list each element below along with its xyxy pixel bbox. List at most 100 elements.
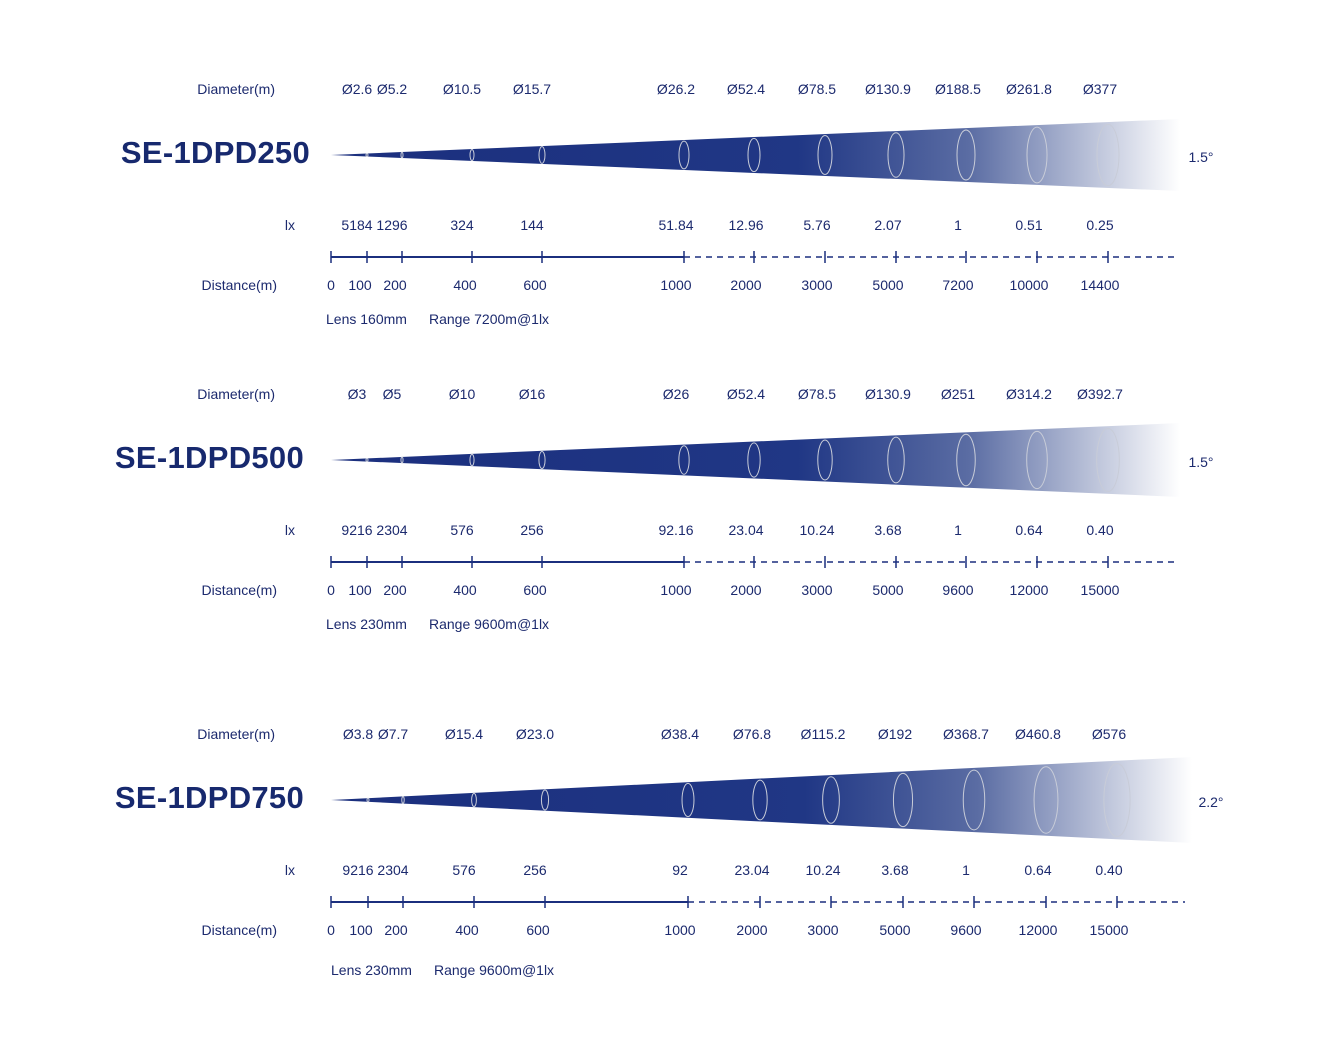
distance-value: 100 bbox=[349, 922, 373, 938]
lux-value: 0.40 bbox=[1086, 522, 1114, 538]
diameter-value: Ø460.8 bbox=[1015, 726, 1061, 742]
distance-value: 100 bbox=[348, 277, 372, 293]
diameter-value: Ø392.7 bbox=[1077, 386, 1123, 402]
diameter-label: Diameter(m) bbox=[197, 386, 275, 402]
distance-value: 9600 bbox=[942, 582, 974, 598]
distance-value: 2000 bbox=[730, 582, 762, 598]
beam-ring bbox=[887, 132, 905, 178]
diameter-value: Ø10 bbox=[448, 386, 476, 402]
distance-label: Distance(m) bbox=[201, 922, 277, 938]
beam-ring bbox=[1026, 126, 1048, 184]
beam-ring bbox=[1033, 766, 1059, 834]
distance-value: 1000 bbox=[664, 922, 696, 938]
diameter-value: Ø15.4 bbox=[444, 726, 484, 742]
beam-ring bbox=[1026, 430, 1048, 490]
lux-value: 12.96 bbox=[728, 217, 764, 233]
lux-value: 2.07 bbox=[874, 217, 902, 233]
lux-value: 1 bbox=[954, 217, 962, 233]
beam-ring bbox=[678, 445, 690, 475]
distance-value: 400 bbox=[453, 582, 477, 598]
distance-value: 2000 bbox=[736, 922, 768, 938]
diameter-value: Ø26.2 bbox=[656, 81, 696, 97]
distance-value: 7200 bbox=[942, 277, 974, 293]
lux-value: 256 bbox=[520, 522, 544, 538]
distance-value: 12000 bbox=[1009, 582, 1049, 598]
beam-ring bbox=[747, 137, 761, 173]
diameter-value: Ø38.4 bbox=[660, 726, 700, 742]
lux-value: 0.25 bbox=[1086, 217, 1114, 233]
beam-ring bbox=[892, 772, 914, 828]
distance-label: Distance(m) bbox=[201, 582, 277, 598]
lux-value: 1 bbox=[954, 522, 962, 538]
beam-ring bbox=[817, 439, 833, 481]
model-title: SE-1DPD250 bbox=[120, 135, 310, 170]
beam-ring bbox=[678, 140, 690, 170]
distance-value: 0 bbox=[327, 922, 335, 938]
beam-ring bbox=[817, 135, 833, 175]
lux-value: 576 bbox=[452, 862, 476, 878]
beam-ring bbox=[747, 442, 761, 478]
diameter-value: Ø16 bbox=[518, 386, 546, 402]
diameter-value: Ø78.5 bbox=[797, 81, 837, 97]
diameter-value: Ø5 bbox=[382, 386, 402, 402]
distance-value: 600 bbox=[526, 922, 550, 938]
distance-value: 3000 bbox=[801, 277, 833, 293]
diameter-label: Diameter(m) bbox=[197, 726, 275, 742]
beam-ring bbox=[752, 779, 768, 821]
distance-label: Distance(m) bbox=[201, 277, 277, 293]
beam-ring bbox=[887, 436, 905, 484]
distance-value: 15000 bbox=[1089, 922, 1129, 938]
lux-value: 10.24 bbox=[805, 862, 841, 878]
beam-ring bbox=[956, 129, 976, 181]
diameter-value: Ø188.5 bbox=[935, 81, 981, 97]
diameter-value: Ø251 bbox=[940, 386, 976, 402]
diameter-value: Ø368.7 bbox=[943, 726, 989, 742]
lux-value: 23.04 bbox=[734, 862, 770, 878]
distance-value: 1000 bbox=[660, 582, 692, 598]
lux-value: 0.64 bbox=[1024, 862, 1052, 878]
lux-value: 0.51 bbox=[1015, 217, 1043, 233]
lux-label: lx bbox=[284, 522, 295, 538]
lux-value: 9216 bbox=[341, 522, 373, 538]
distance-value: 10000 bbox=[1009, 277, 1049, 293]
diameter-value: Ø192 bbox=[877, 726, 913, 742]
lux-value: 144 bbox=[520, 217, 544, 233]
beam-ring bbox=[471, 792, 477, 808]
beam-ring bbox=[1096, 123, 1120, 187]
lux-value: 3.68 bbox=[881, 862, 909, 878]
lux-value: 1296 bbox=[376, 217, 408, 233]
beam-ring bbox=[365, 458, 369, 462]
lux-value: 23.04 bbox=[728, 522, 764, 538]
diameter-value: Ø15.7 bbox=[512, 81, 552, 97]
beam-angle: 2.2° bbox=[1198, 794, 1224, 810]
diameter-value: Ø78.5 bbox=[797, 386, 837, 402]
model-title: SE-1DPD750 bbox=[114, 780, 304, 815]
lux-value: 2304 bbox=[376, 522, 408, 538]
diameter-value: Ø10.5 bbox=[442, 81, 482, 97]
distance-value: 200 bbox=[383, 277, 407, 293]
distance-value: 12000 bbox=[1018, 922, 1058, 938]
diameter-value: Ø115.2 bbox=[800, 726, 846, 742]
distance-value: 5000 bbox=[872, 277, 904, 293]
distance-value: 600 bbox=[523, 277, 547, 293]
beam-ring bbox=[538, 450, 546, 470]
distance-value: 200 bbox=[384, 922, 408, 938]
diameter-value: Ø7.7 bbox=[377, 726, 409, 742]
lux-value: 0.40 bbox=[1095, 862, 1123, 878]
beam-ring bbox=[366, 797, 370, 803]
distance-value: 15000 bbox=[1080, 582, 1120, 598]
lux-value: 3.68 bbox=[874, 522, 902, 538]
model-title: SE-1DPD500 bbox=[114, 440, 304, 475]
diameter-value: Ø5.2 bbox=[376, 81, 408, 97]
beam-ring bbox=[956, 433, 976, 487]
distance-value: 1000 bbox=[660, 277, 692, 293]
beam-ring bbox=[681, 782, 695, 818]
diameter-value: Ø377 bbox=[1082, 81, 1118, 97]
distance-value: 0 bbox=[327, 582, 335, 598]
beam-ring bbox=[538, 146, 546, 164]
distance-value: 3000 bbox=[807, 922, 839, 938]
range-note: Range 7200m@1lx bbox=[429, 311, 550, 327]
distance-value: 400 bbox=[453, 277, 477, 293]
range-note: Range 9600m@1lx bbox=[434, 962, 555, 978]
